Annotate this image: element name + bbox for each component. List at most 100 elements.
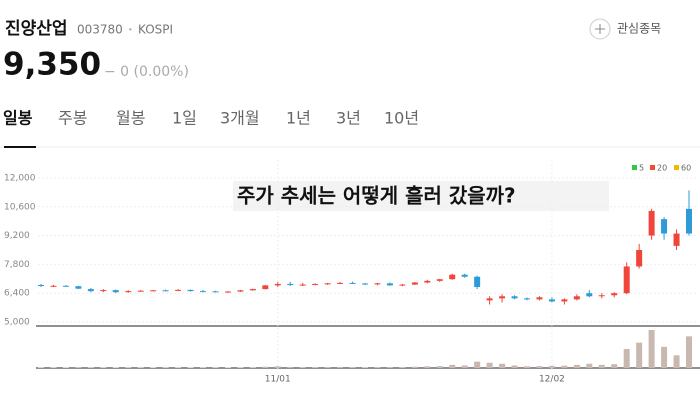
volume-bar	[512, 365, 518, 368]
volume-bar	[586, 364, 592, 368]
tab[interactable]: 3개월	[220, 109, 260, 128]
volume-bar	[113, 367, 119, 368]
candle-body	[237, 290, 243, 291]
x-tick-label: 12/02	[539, 375, 565, 385]
volume-bar	[225, 367, 231, 368]
volume-bar	[337, 367, 343, 368]
volume-bar	[275, 366, 281, 368]
market: KOSPI	[138, 23, 173, 37]
volume-bar	[437, 366, 443, 368]
candle-body	[624, 266, 630, 293]
volume-bar	[175, 367, 181, 368]
volume-bar	[599, 365, 605, 368]
candle-body	[661, 219, 667, 233]
volume-bar	[399, 367, 405, 368]
candle-body	[437, 279, 443, 281]
candle-body	[574, 296, 580, 299]
candle-body	[512, 296, 518, 298]
candle-body	[524, 298, 530, 299]
candle-body	[175, 290, 181, 291]
candle-body	[449, 275, 455, 280]
plus	[595, 24, 605, 34]
candle-body	[212, 291, 218, 292]
overlay-title: 주가 추세는 어떻게 흘러 갔을까?	[237, 184, 516, 208]
volume-bar	[300, 367, 306, 368]
legend-swatch	[674, 165, 679, 170]
candle-body	[549, 299, 555, 301]
candle-body	[561, 299, 567, 301]
tab[interactable]: 1년	[286, 109, 311, 128]
candle-body	[225, 292, 231, 293]
candle-body	[586, 293, 592, 296]
volume-bar	[611, 364, 617, 368]
legend-label: 20	[657, 164, 667, 173]
tab[interactable]: 일봉	[3, 109, 33, 128]
candle-body	[38, 285, 44, 286]
volume-bar	[474, 362, 480, 368]
candle-body	[649, 211, 655, 236]
candle-body	[188, 290, 194, 291]
volume-bar	[38, 367, 44, 368]
stock-name: 진양산업	[5, 19, 68, 39]
volume-bar	[325, 367, 331, 368]
volume-bar	[536, 366, 542, 368]
volume-bar	[362, 367, 368, 368]
candle-body	[474, 277, 480, 287]
candle-body	[350, 283, 356, 284]
candle-body	[200, 291, 206, 292]
legend-label: 60	[681, 164, 691, 173]
tab[interactable]: 1일	[172, 109, 197, 128]
candle-body	[337, 283, 343, 284]
x-tick-label: 11/01	[265, 375, 291, 385]
volume-bar	[649, 330, 655, 368]
candle-body	[611, 293, 617, 295]
watch-button[interactable]: 관심종목	[590, 19, 661, 39]
candle-body	[462, 275, 468, 277]
volume-bar	[374, 367, 380, 368]
y-tick-label: 9,200	[4, 231, 30, 241]
volume-bar	[63, 367, 69, 368]
price: 9,350	[3, 47, 101, 83]
tab[interactable]: 3년	[336, 109, 361, 128]
tab[interactable]: 10년	[384, 109, 419, 128]
legend-label: 5	[639, 164, 644, 173]
candle-body	[399, 285, 405, 286]
volume-bar	[350, 367, 356, 368]
legend-swatch	[632, 165, 637, 170]
volume-bar	[237, 367, 243, 368]
y-tick-label: 7,800	[4, 260, 30, 270]
candle-body	[312, 284, 318, 285]
candle-body	[275, 284, 281, 285]
candle-body	[75, 286, 81, 288]
tab[interactable]: 주봉	[58, 109, 87, 128]
candle-body	[412, 283, 418, 285]
volume-bar	[462, 365, 468, 368]
candle-body	[63, 286, 69, 287]
candle-body	[100, 290, 106, 291]
candle-body	[362, 284, 368, 285]
volume-bar	[661, 347, 667, 368]
candle-body	[300, 285, 306, 286]
tab[interactable]: 월봉	[116, 109, 145, 128]
watch-label[interactable]: 관심종목	[617, 22, 661, 36]
candle-body	[88, 289, 94, 291]
volume-bar	[424, 366, 430, 368]
candle-body	[287, 284, 293, 285]
volume-bar	[624, 349, 630, 368]
volume-bar	[412, 367, 418, 368]
candle-body	[487, 298, 493, 300]
volume-bar	[250, 367, 256, 368]
volume-bar	[674, 355, 680, 368]
candle-body	[387, 283, 393, 285]
y-tick-label: 6,400	[4, 289, 30, 299]
tab-underline	[4, 146, 36, 148]
volume-bar	[88, 367, 94, 368]
volume-bar	[487, 363, 493, 368]
candle-body	[150, 290, 156, 291]
volume-bar	[75, 367, 81, 368]
candle-body	[138, 291, 144, 292]
volume-bar	[524, 366, 530, 368]
y-tick-label: 5,000	[4, 318, 30, 328]
